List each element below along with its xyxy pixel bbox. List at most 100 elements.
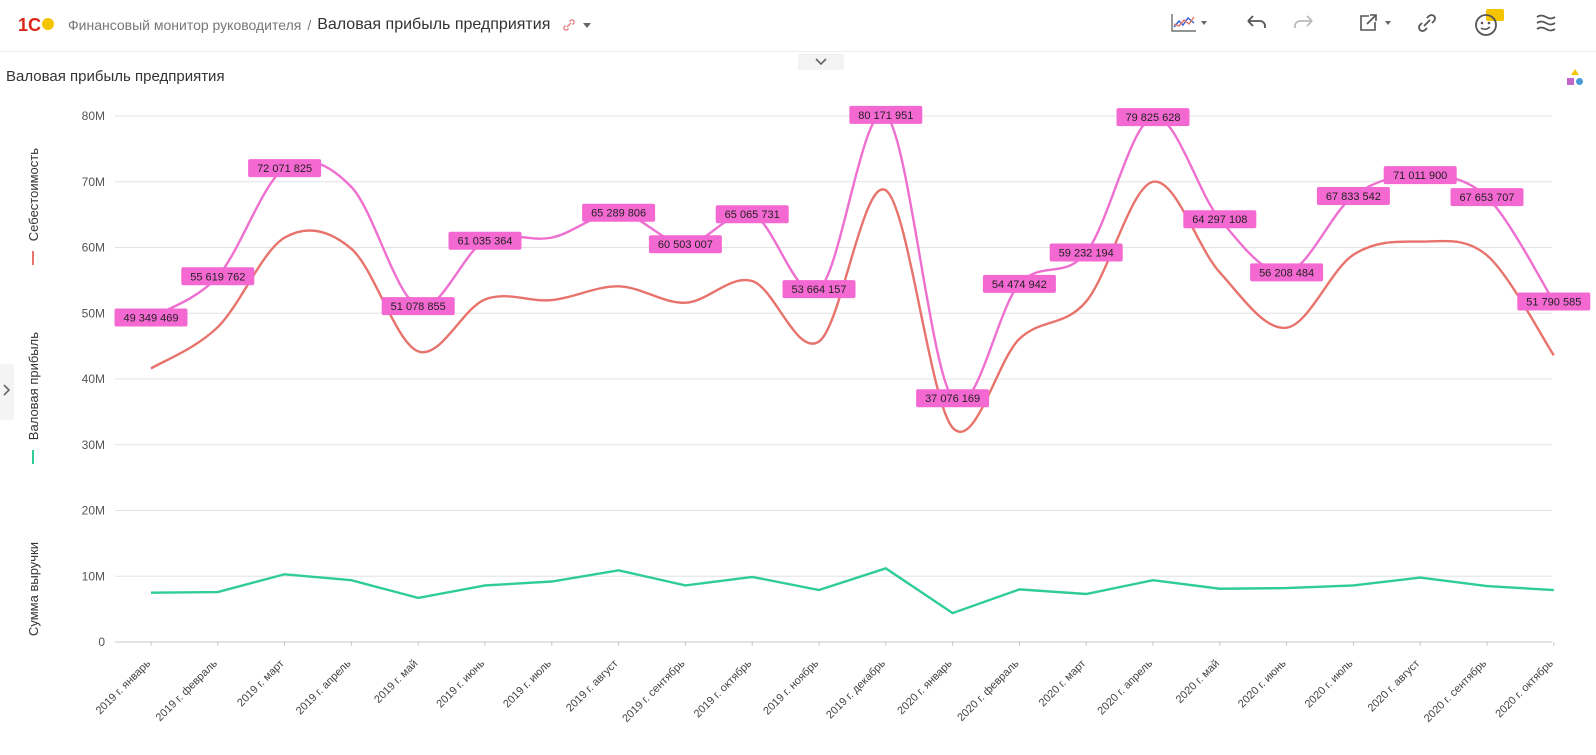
- assistant-button[interactable]: [1472, 8, 1508, 38]
- y-tick-label: 40M: [82, 372, 105, 386]
- legend-swatch-profit: [32, 450, 34, 465]
- chart-type-button[interactable]: [1168, 12, 1212, 38]
- profit-series-point[interactable]: [750, 575, 754, 579]
- collapse-header-button[interactable]: [798, 54, 844, 70]
- cost-series-point[interactable]: [884, 188, 888, 192]
- profit-series-point[interactable]: [1151, 578, 1155, 582]
- data-label-box: [916, 389, 990, 408]
- revenue-series-point[interactable]: [550, 236, 554, 240]
- legend-item-cost[interactable]: Себестоимость: [18, 148, 48, 266]
- profit-series-point[interactable]: [683, 583, 687, 587]
- legend: Себестоимость Валовая прибыль Сумма выру…: [18, 96, 48, 636]
- profit-series-point[interactable]: [1017, 587, 1021, 591]
- redo-button[interactable]: [1291, 12, 1317, 38]
- data-label: 54 474 942: [992, 279, 1047, 291]
- copy-link-button[interactable]: [1414, 12, 1440, 38]
- data-label-box: [648, 235, 722, 254]
- x-tick-label: 2020 г. октябрь: [1493, 657, 1556, 720]
- cost-series-point[interactable]: [1485, 253, 1489, 257]
- revenue-series-point[interactable]: [349, 185, 353, 189]
- cost-series-point[interactable]: [416, 349, 420, 353]
- x-tick-label: 2020 г. апрель: [1095, 657, 1155, 717]
- cost-series-point[interactable]: [550, 298, 554, 302]
- x-tick-label: 2019 г. июнь: [434, 657, 487, 710]
- data-label: 60 503 007: [658, 239, 713, 251]
- profit-series-point[interactable]: [1285, 586, 1289, 590]
- profit-series-point[interactable]: [1552, 588, 1556, 592]
- cost-series-point[interactable]: [483, 297, 487, 301]
- cost-series-point[interactable]: [1552, 353, 1556, 357]
- menu-button[interactable]: [1533, 12, 1559, 38]
- x-tick-label: 2020 г. июнь: [1236, 657, 1289, 710]
- data-label: 56 208 484: [1259, 267, 1314, 279]
- data-label-box: [582, 203, 656, 222]
- shapes-icon[interactable]: [1566, 68, 1584, 86]
- x-tick-label: 2019 г. апрель: [294, 657, 354, 717]
- cost-series-point[interactable]: [1218, 270, 1222, 274]
- data-label-box: [1049, 243, 1123, 262]
- cost-series-point[interactable]: [1017, 337, 1021, 341]
- data-label-box: [982, 274, 1056, 293]
- cost-series-point[interactable]: [1351, 253, 1355, 257]
- cost-series-point[interactable]: [149, 366, 153, 370]
- cost-series-point[interactable]: [349, 247, 353, 251]
- export-button[interactable]: [1355, 12, 1399, 38]
- profit-series-point[interactable]: [1084, 592, 1088, 596]
- cost-series-point[interactable]: [1418, 240, 1422, 244]
- profit-series-point[interactable]: [216, 590, 220, 594]
- profit-series-point[interactable]: [1418, 576, 1422, 580]
- profit-series-point[interactable]: [884, 566, 888, 570]
- data-label-box: [248, 159, 322, 178]
- data-label-box: [1183, 210, 1257, 229]
- profit-series-point[interactable]: [283, 572, 287, 576]
- profit-series-point[interactable]: [149, 591, 153, 595]
- x-tick-label: 2020 г. сентябрь: [1422, 657, 1489, 724]
- profit-series-point[interactable]: [617, 568, 621, 572]
- x-tick-label: 2019 г. сентябрь: [620, 657, 687, 724]
- cost-series-point[interactable]: [817, 340, 821, 344]
- logo-text: 1С: [18, 15, 41, 35]
- profit-series-point[interactable]: [1351, 583, 1355, 587]
- data-label: 65 065 731: [725, 209, 780, 221]
- data-label-box: [114, 308, 188, 327]
- x-tick-label: 2019 г. июль: [501, 657, 554, 710]
- profit-series-point[interactable]: [416, 596, 420, 600]
- cost-series-point[interactable]: [1285, 326, 1289, 330]
- data-label-box: [782, 280, 856, 299]
- cost-series-point[interactable]: [283, 236, 287, 240]
- cost-series-point[interactable]: [1151, 180, 1155, 184]
- profit-series-point[interactable]: [1218, 587, 1222, 591]
- link-chain-icon[interactable]: [562, 18, 576, 32]
- profit-series-point[interactable]: [817, 588, 821, 592]
- cost-series-point[interactable]: [951, 426, 955, 430]
- data-label: 67 653 707: [1459, 192, 1514, 204]
- legend-item-profit[interactable]: Валовая прибыль: [18, 332, 48, 465]
- data-label: 80 171 951: [858, 110, 913, 122]
- cost-series-point[interactable]: [750, 279, 754, 283]
- profit-series-point[interactable]: [951, 611, 955, 615]
- y-tick-label: 70M: [82, 175, 105, 189]
- profit-series-point[interactable]: [1485, 584, 1489, 588]
- y-tick-label: 30M: [82, 438, 105, 452]
- profit-series-point[interactable]: [550, 580, 554, 584]
- data-label-box: [1383, 166, 1457, 185]
- expand-panel-handle[interactable]: [0, 364, 14, 420]
- breadcrumb-parent[interactable]: Финансовый монитор руководителя: [68, 17, 302, 33]
- cost-series-point[interactable]: [683, 301, 687, 305]
- y-tick-label: 50M: [82, 306, 105, 320]
- x-tick-label: 2019 г. январь: [94, 657, 154, 717]
- profit-series-point[interactable]: [349, 578, 353, 582]
- cost-series-point[interactable]: [617, 284, 621, 288]
- profit-series-point[interactable]: [483, 583, 487, 587]
- cost-series-point[interactable]: [216, 325, 220, 329]
- dropdown-caret-icon[interactable]: [582, 17, 592, 33]
- data-label: 71 011 900: [1393, 170, 1447, 182]
- data-label-box: [448, 231, 522, 250]
- data-label-box: [1450, 188, 1524, 207]
- logo-1c[interactable]: 1С: [16, 12, 56, 36]
- export-icon: [1357, 12, 1397, 39]
- undo-button[interactable]: [1243, 12, 1269, 38]
- cost-series-point[interactable]: [1084, 299, 1088, 303]
- x-tick-label: 2020 г. август: [1366, 658, 1423, 715]
